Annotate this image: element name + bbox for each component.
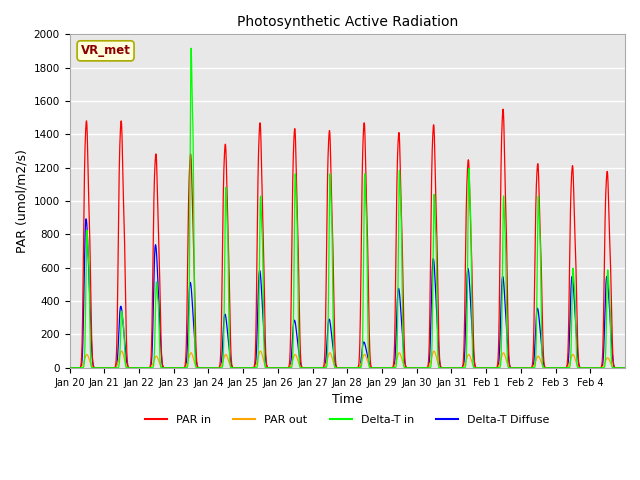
Delta-T Diffuse [527, 365, 535, 371]
Delta-T Diffuse [541, 365, 549, 371]
Delta-T Diffuse [344, 365, 351, 371]
Delta-T in [66, 365, 74, 371]
Delta-T in [541, 365, 549, 371]
PAR in [181, 364, 189, 370]
PAR in [66, 365, 74, 371]
Delta-T Diffuse [66, 365, 74, 371]
PAR in [527, 365, 535, 371]
PAR in [499, 107, 507, 112]
PAR in [541, 365, 549, 371]
Line: Delta-T in: Delta-T in [70, 48, 625, 368]
PAR out [398, 356, 406, 361]
PAR out [181, 364, 189, 370]
Title: Photosynthetic Active Radiation: Photosynthetic Active Radiation [237, 15, 458, 29]
PAR in [397, 218, 405, 224]
Line: PAR in: PAR in [70, 109, 625, 368]
Delta-T Diffuse [82, 216, 90, 222]
PAR in [621, 365, 629, 371]
PAR out [541, 365, 549, 371]
Delta-T Diffuse [368, 365, 376, 371]
PAR in [368, 365, 376, 371]
Line: Delta-T Diffuse: Delta-T Diffuse [70, 219, 625, 368]
Delta-T in [188, 45, 195, 51]
PAR out [368, 365, 376, 371]
Delta-T in [368, 365, 376, 371]
Delta-T Diffuse [181, 365, 189, 371]
PAR out [527, 365, 535, 371]
Delta-T Diffuse [500, 281, 508, 287]
PAR out [621, 365, 629, 371]
Delta-T in [500, 193, 508, 199]
Line: PAR out: PAR out [70, 351, 625, 368]
PAR out [500, 350, 508, 356]
Delta-T in [621, 365, 629, 371]
Delta-T in [398, 241, 406, 247]
Delta-T Diffuse [398, 323, 406, 329]
Delta-T Diffuse [621, 365, 629, 371]
Legend: PAR in, PAR out, Delta-T in, Delta-T Diffuse: PAR in, PAR out, Delta-T in, Delta-T Dif… [140, 410, 554, 429]
X-axis label: Time: Time [332, 393, 363, 406]
PAR out [118, 348, 125, 354]
Text: VR_met: VR_met [81, 44, 131, 57]
PAR in [500, 116, 508, 121]
Delta-T in [527, 365, 535, 371]
PAR out [66, 365, 74, 371]
Y-axis label: PAR (umol/m2/s): PAR (umol/m2/s) [15, 149, 28, 253]
Delta-T in [181, 365, 189, 371]
